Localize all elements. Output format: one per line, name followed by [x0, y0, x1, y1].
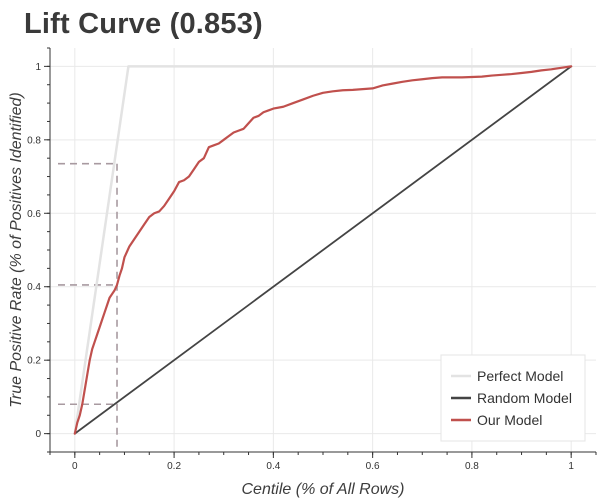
x-axis-label: Centile (% of All Rows) [241, 481, 404, 498]
x-tick-label: 0.2 [167, 461, 181, 472]
grid [50, 48, 596, 452]
y-tick-label: 0 [35, 429, 41, 440]
y-tick-label: 0.8 [27, 135, 41, 146]
x-tick-label: 0.4 [266, 461, 280, 472]
chart-title: Lift Curve (0.853) [24, 8, 263, 40]
series-line-our-model [73, 65, 573, 435]
y-axis-label: True Positive Rate (% of Positives Ident… [8, 92, 25, 407]
y-tick-label: 1 [35, 62, 41, 73]
y-tick-label: 0.2 [27, 356, 41, 367]
x-tick-label: 0.8 [465, 461, 479, 472]
legend-label-random-model: Random Model [477, 390, 572, 406]
axes: 0 0.2 0.4 0.6 0.8 1 0 0.2 0.4 0.6 0.8 1 [27, 47, 597, 472]
series-line-perfect-model [73, 65, 573, 435]
y-tick-label: 0.6 [27, 209, 41, 220]
x-tick-label: 1 [568, 461, 574, 472]
x-tick-label: 0.6 [366, 461, 380, 472]
legend-label-our-model: Our Model [477, 412, 542, 428]
guide-lines [58, 162, 118, 452]
y-tick-label: 0.4 [27, 282, 41, 293]
legend: Perfect Model Random Model Our Model [440, 354, 586, 442]
x-tick-label: 0 [72, 461, 78, 472]
legend-label-perfect-model: Perfect Model [477, 368, 563, 384]
series-line-random-model [73, 65, 573, 435]
series [73, 65, 573, 435]
